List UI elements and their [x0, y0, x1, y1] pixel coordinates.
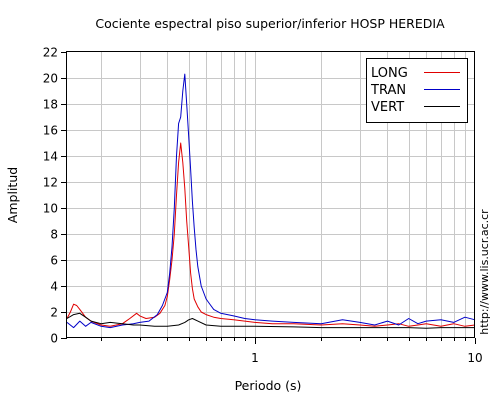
legend-label-vert: VERT	[371, 100, 404, 115]
series-line-tran	[66, 73, 476, 329]
y-tick-label: 6	[50, 254, 58, 268]
source-url-label: http://www.lis.ucr.ac.cr	[478, 209, 491, 335]
x-tick-label: 1	[251, 351, 259, 365]
y-tick-label: 20	[43, 72, 58, 86]
y-tick-label: 0	[50, 332, 58, 346]
y-tick-label: 22	[43, 46, 58, 60]
y-tick-label: 14	[43, 150, 58, 164]
y-tick-label: 4	[50, 280, 58, 294]
x-tick-label: 10	[467, 351, 482, 365]
legend: LONG TRAN VERT	[366, 58, 468, 123]
plot-area	[66, 73, 476, 329]
y-tick-label: 8	[50, 228, 58, 242]
legend-label-tran: TRAN	[370, 83, 406, 98]
y-tick-label: 16	[43, 124, 58, 138]
series-line-long	[66, 142, 476, 327]
axes: 0 2 4 6 8 10 12 14 16 18 20 22 1 10	[43, 46, 483, 366]
legend-label-long: LONG	[371, 66, 408, 81]
y-tick-label: 10	[43, 202, 58, 216]
y-tick-label: 18	[43, 98, 58, 112]
grid	[67, 52, 475, 338]
legend-box	[366, 58, 468, 123]
y-tick-label: 2	[50, 306, 58, 320]
y-axis-title: Amplitud	[5, 167, 20, 223]
x-axis-title: Periodo (s)	[235, 378, 302, 393]
chart-title: Cociente espectral piso superior/inferio…	[95, 16, 445, 31]
series-line-vert	[66, 312, 475, 329]
plot-frame	[66, 51, 475, 338]
y-tick-label: 12	[43, 176, 58, 190]
